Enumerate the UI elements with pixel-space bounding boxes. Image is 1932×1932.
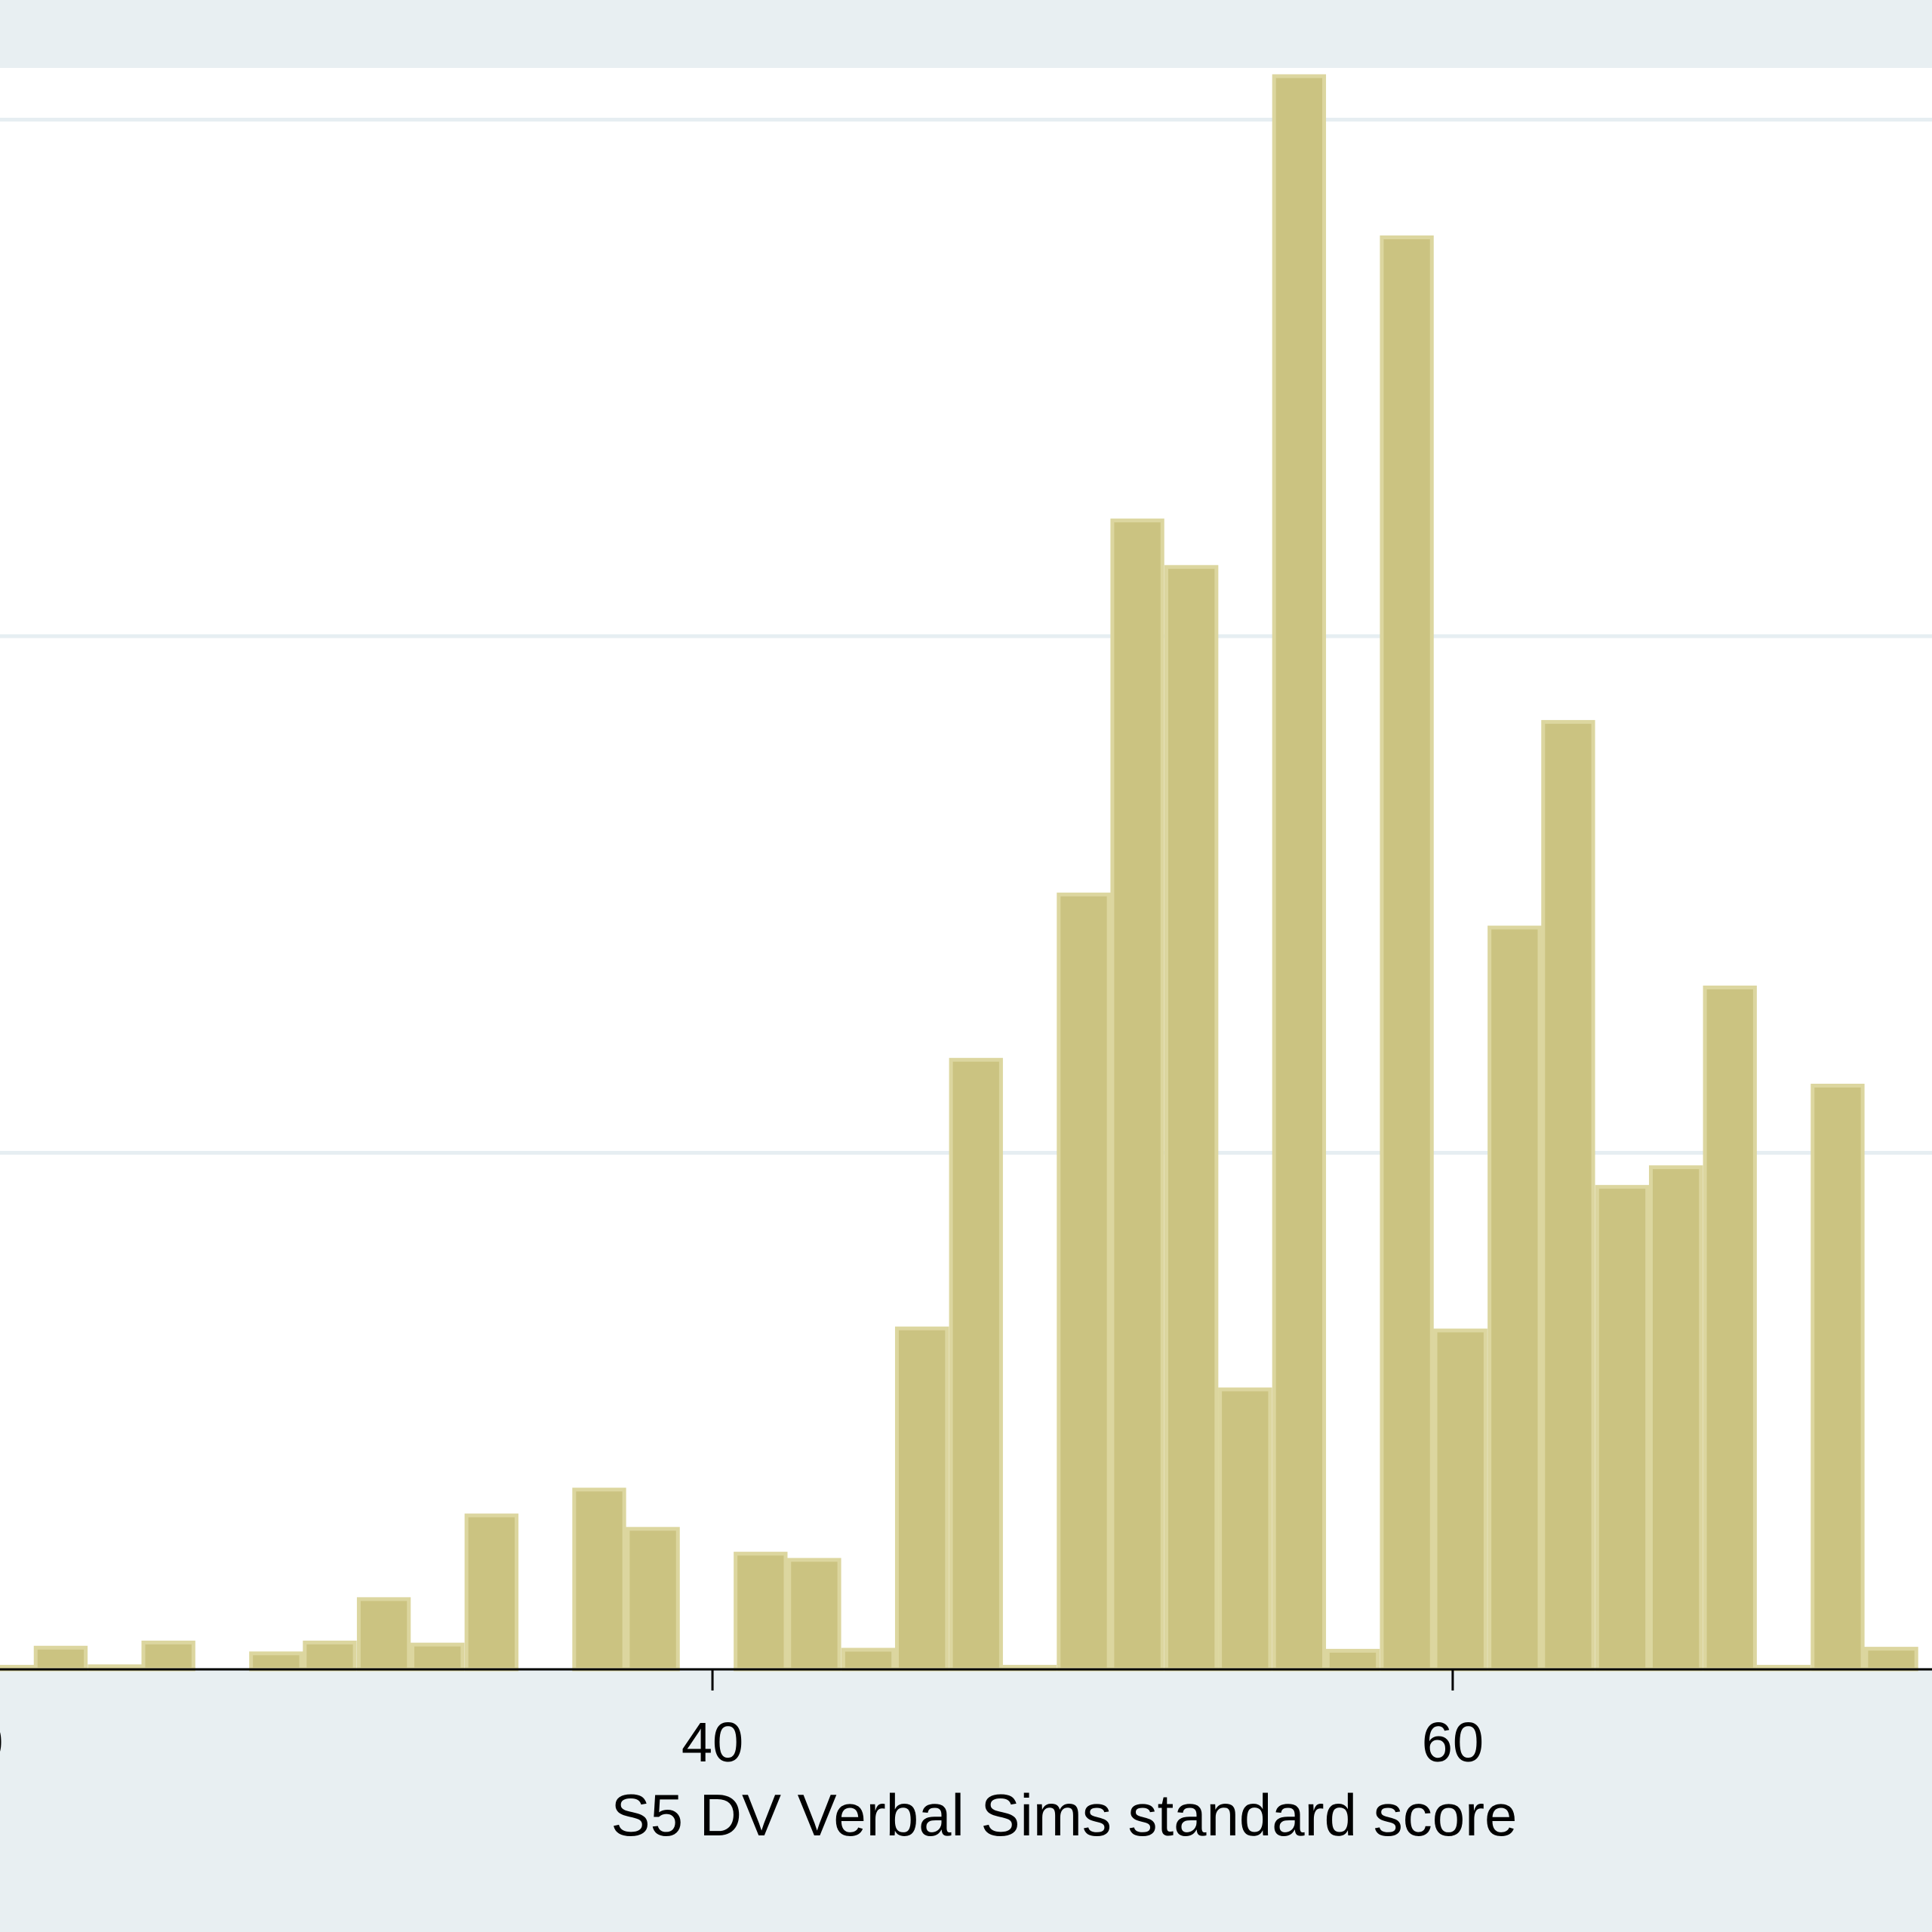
- histogram-bar: [1380, 235, 1434, 1672]
- histogram-bar: [1864, 1647, 1918, 1672]
- x-axis-ticks: 20 40 60: [0, 1669, 1484, 1774]
- histogram-bar: [1487, 925, 1542, 1672]
- histogram-bar: [1110, 518, 1164, 1672]
- histogram-bar: [411, 1642, 465, 1672]
- histogram-bar: [1057, 892, 1111, 1672]
- histogram-bars: [0, 74, 1918, 1672]
- x-tick-label: 40: [681, 1711, 743, 1774]
- histogram-bar: [464, 1513, 518, 1672]
- histogram-bar: [1218, 1387, 1272, 1672]
- histogram-bar: [1810, 1083, 1865, 1672]
- histogram-bar: [734, 1552, 788, 1672]
- histogram-bar: [1433, 1328, 1487, 1672]
- x-tick-label: 20: [0, 1711, 3, 1774]
- histogram-bar: [249, 1651, 303, 1672]
- x-tick-label: 60: [1422, 1711, 1484, 1774]
- histogram-bar: [1325, 1648, 1380, 1672]
- histogram-bar: [1703, 985, 1757, 1672]
- histogram-bar: [572, 1487, 626, 1672]
- histogram-bar: [1541, 720, 1595, 1672]
- histogram-bar: [141, 1640, 195, 1672]
- histogram-bar: [1595, 1185, 1650, 1672]
- histogram-bar: [841, 1647, 896, 1672]
- histogram-bar: [1648, 1165, 1703, 1672]
- histogram-bar: [33, 1645, 88, 1672]
- histogram-bar: [949, 1057, 1003, 1672]
- histogram-bar: [356, 1597, 411, 1672]
- histogram-bar: [626, 1527, 680, 1672]
- histogram-bar: [894, 1326, 949, 1672]
- x-axis-title: S5 DV Verbal Sims standard score: [611, 1782, 1518, 1848]
- histogram-bar: [303, 1640, 357, 1672]
- histogram-bar: [1272, 74, 1327, 1672]
- histogram-bar: [1164, 565, 1219, 1672]
- histogram-bar: [787, 1558, 841, 1672]
